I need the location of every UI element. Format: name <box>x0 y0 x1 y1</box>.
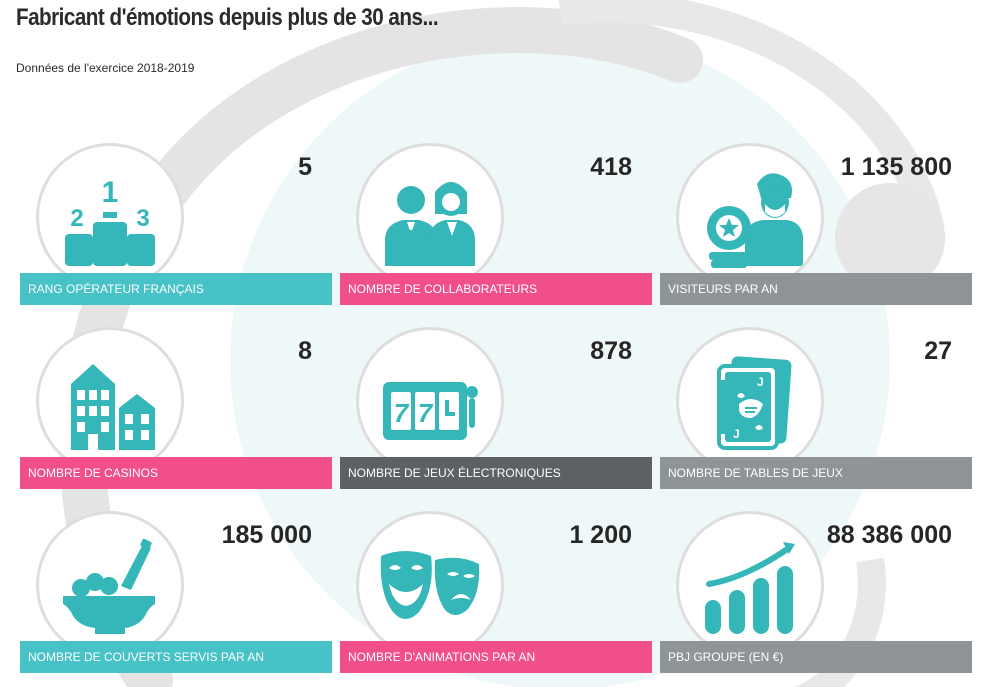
stat-card-visitors: 1 135 800 VISITEURS PAR AN <box>660 143 972 307</box>
podium-icon: 1 2 3 <box>65 176 155 266</box>
slot-machine-icon: 7 7 <box>383 382 478 440</box>
stat-value: 27 <box>924 337 952 365</box>
svg-text:7: 7 <box>394 398 410 428</box>
stat-value: 878 <box>590 337 632 365</box>
stat-label: VISITEURS PAR AN <box>660 273 972 305</box>
svg-text:2: 2 <box>70 205 83 232</box>
svg-text:J: J <box>757 375 764 389</box>
stat-label: NOMBRE DE COUVERTS SERVIS PAR AN <box>20 641 332 673</box>
stat-label: NOMBRE DE TABLES DE JEUX <box>660 457 972 489</box>
stat-value: 1 200 <box>569 521 632 549</box>
stat-icon-circle: 1 2 3 <box>36 143 184 291</box>
stat-value: 5 <box>298 153 312 181</box>
playing-cards-icon: J J <box>717 356 792 450</box>
stat-value: 88 386 000 <box>826 521 952 549</box>
stat-icon-circle: 7 7 <box>356 327 504 475</box>
staff-icon <box>385 182 475 266</box>
stat-value: 185 000 <box>221 521 312 549</box>
visitor-icon <box>707 173 803 268</box>
stat-card-shows: 1 200 NOMBRE D'ANIMATIONS PAR AN <box>340 511 652 675</box>
stat-label: NOMBRE D'ANIMATIONS PAR AN <box>340 641 652 673</box>
buildings-icon <box>71 364 155 450</box>
stat-icon-circle <box>36 327 184 475</box>
svg-text:7: 7 <box>418 398 434 428</box>
stat-label: RANG OPÉRATEUR FRANÇAIS <box>20 273 332 305</box>
theater-masks-icon <box>380 551 480 619</box>
stat-icon-circle <box>676 143 824 291</box>
stat-card-revenue: 88 386 000 PBJ GROUPE (EN €) <box>660 511 972 675</box>
stat-value: 1 135 800 <box>840 153 952 181</box>
champagne-bucket-icon <box>63 538 155 634</box>
stat-value: 418 <box>590 153 632 181</box>
stat-label: NOMBRE DE CASINOS <box>20 457 332 489</box>
stat-card-slots: 7 7 878 NOMBRE DE JEUX ÉLECTRONIQUES <box>340 327 652 491</box>
stat-card-covers: 185 000 NOMBRE DE COUVERTS SERVIS PAR AN <box>20 511 332 675</box>
stat-icon-circle: J J <box>676 327 824 475</box>
stat-value: 8 <box>298 337 312 365</box>
stat-card-casinos: 8 NOMBRE DE CASINOS <box>20 327 332 491</box>
stat-card-staff: 418 NOMBRE DE COLLABORATEURS <box>340 143 652 307</box>
growth-chart-icon <box>705 542 795 634</box>
stat-icon-circle <box>36 511 184 659</box>
stat-label: NOMBRE DE COLLABORATEURS <box>340 273 652 305</box>
stat-icon-circle <box>676 511 824 659</box>
page-title: Fabricant d'émotions depuis plus de 30 a… <box>16 4 439 31</box>
stat-label: NOMBRE DE JEUX ÉLECTRONIQUES <box>340 457 652 489</box>
stat-label: PBJ GROUPE (EN €) <box>660 641 972 673</box>
svg-text:1: 1 <box>102 176 119 209</box>
stat-icon-circle <box>356 143 504 291</box>
page-subtitle: Données de l'exercice 2018-2019 <box>16 61 195 75</box>
svg-text:J: J <box>733 427 740 441</box>
stat-icon-circle <box>356 511 504 659</box>
svg-text:3: 3 <box>136 205 149 232</box>
stat-card-tables: J J 27 NOMBRE DE TABLES DE JEUX <box>660 327 972 491</box>
stat-card-rank: 1 2 3 5 RANG OPÉRATEUR FRANÇAIS <box>20 143 332 307</box>
